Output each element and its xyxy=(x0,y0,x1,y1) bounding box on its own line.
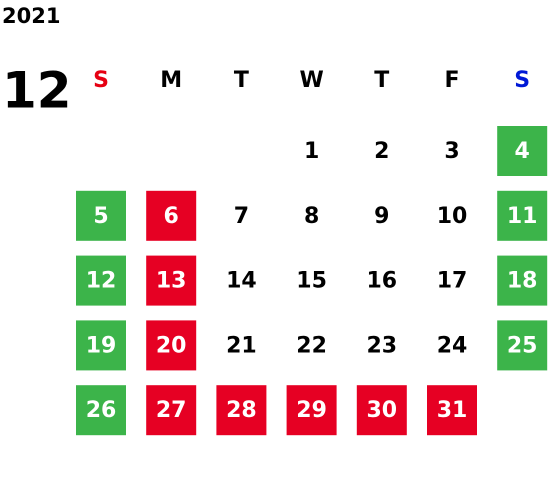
day-cell xyxy=(497,126,548,176)
day-number: 15 xyxy=(296,269,327,294)
day-number: 17 xyxy=(437,269,468,294)
day-number: 5 xyxy=(93,204,108,229)
day-cell xyxy=(497,255,548,306)
day-number: 31 xyxy=(437,398,468,423)
day-number: 7 xyxy=(234,204,249,229)
day-cell xyxy=(356,385,407,436)
day-number: 3 xyxy=(444,139,459,164)
day-cell xyxy=(216,385,267,436)
day-number: 30 xyxy=(366,398,397,423)
weekday-label: F xyxy=(444,68,459,93)
day-cell xyxy=(146,320,197,371)
day-number: 2 xyxy=(374,139,389,164)
day-cell xyxy=(76,190,126,241)
day-number: 13 xyxy=(156,269,187,294)
day-cell xyxy=(76,255,126,306)
day-number: 27 xyxy=(156,398,187,423)
day-cell xyxy=(497,190,548,241)
weekday-label: T xyxy=(234,68,249,93)
day-cell xyxy=(146,190,197,241)
weekday-label: T xyxy=(374,68,389,93)
day-number: 21 xyxy=(226,333,257,358)
day-number: 10 xyxy=(437,204,468,229)
day-cell xyxy=(146,385,197,436)
day-cell xyxy=(286,385,337,436)
day-number: 1 xyxy=(304,139,319,164)
day-number: 23 xyxy=(366,333,397,358)
day-number: 16 xyxy=(366,269,397,294)
day-number: 24 xyxy=(437,333,468,358)
day-cell xyxy=(76,320,126,371)
day-cell xyxy=(427,385,477,436)
day-number: 28 xyxy=(226,398,257,423)
day-number: 11 xyxy=(507,204,538,229)
day-number: 20 xyxy=(156,333,187,358)
day-number: 19 xyxy=(86,333,117,358)
day-number: 18 xyxy=(507,269,538,294)
day-number: 8 xyxy=(304,204,319,229)
day-number: 4 xyxy=(515,139,530,164)
weekday-label: S xyxy=(93,68,109,93)
year: 2021 xyxy=(2,4,60,28)
day-number: 29 xyxy=(296,398,327,423)
weekday-label: S xyxy=(514,68,530,93)
day-number: 12 xyxy=(86,269,117,294)
weekday-label: M xyxy=(160,68,182,93)
weekday-label: W xyxy=(299,68,323,93)
day-number: 22 xyxy=(296,333,327,358)
day-number: 9 xyxy=(374,204,389,229)
day-number: 14 xyxy=(226,269,257,294)
day-number: 6 xyxy=(164,204,179,229)
day-number: 26 xyxy=(86,398,117,423)
day-cell xyxy=(146,255,197,306)
day-number: 25 xyxy=(507,333,538,358)
month: 12 xyxy=(2,62,72,120)
day-cell xyxy=(497,320,548,371)
day-cell xyxy=(76,385,126,436)
